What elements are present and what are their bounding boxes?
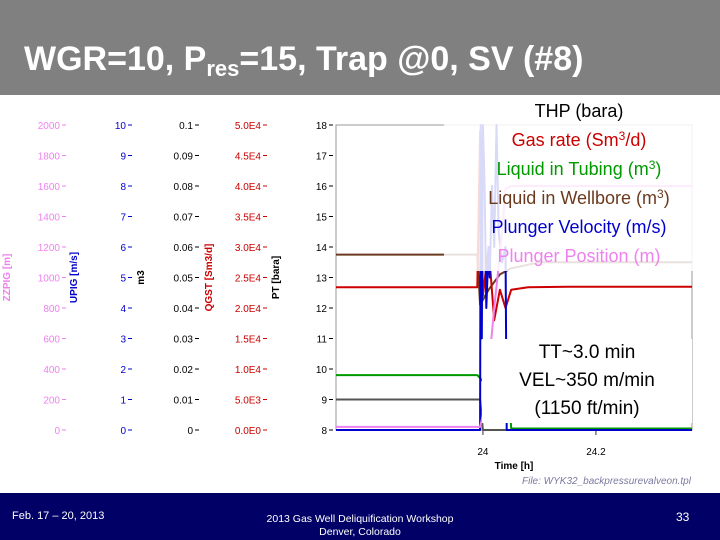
- axis-m3-label: m3: [136, 270, 147, 285]
- axis-upig-tick-label: 6: [120, 243, 126, 254]
- axis-zzpig-tick-label: 800: [43, 304, 60, 315]
- axis-m3-tick-label: 0.1: [179, 121, 193, 132]
- legend-thp: THP (bara): [534, 101, 624, 121]
- axis-m3-tick-label: 0.01: [174, 396, 194, 407]
- axis-qgst-tick-label: 2.0E4: [235, 304, 262, 315]
- slide-title: WGR=10, Pres=15, Trap @0, SV (#8): [24, 40, 584, 81]
- footer-event-name: 2013 Gas Well Deliquification Workshop: [266, 513, 454, 525]
- axis-upig-tick-label: 3: [120, 335, 126, 346]
- chart-legend: THP (bara) Gas rate (Sm3/d) Liquid in Tu…: [444, 97, 714, 271]
- page-number: 33: [676, 510, 690, 524]
- axis-zzpig-tick-label: 400: [43, 365, 60, 376]
- axis-qgst-tick-label: 4.0E4: [235, 182, 262, 193]
- axis-upig-tick-label: 5: [120, 274, 126, 285]
- axis-upig-tick-label: 4: [120, 304, 126, 315]
- axis-zzpig-tick-label: 1000: [38, 274, 61, 285]
- footer-event: 2013 Gas Well Deliquification Workshop D…: [210, 513, 510, 539]
- axis-qgst-tick-label: 1.0E4: [235, 365, 262, 376]
- axis-pt-tick-label: 14: [316, 243, 328, 254]
- axis-qgst-tick-label: 5.0E4: [235, 121, 262, 132]
- axis-m3-tick-label: 0.03: [174, 335, 194, 346]
- axis-upig-tick-label: 0: [120, 426, 126, 437]
- axis-qgst-tick-label: 0.0E0: [235, 426, 262, 437]
- axis-qgst-tick-label: 1.5E4: [235, 335, 262, 346]
- axis-zzpig-tick-label: 1800: [38, 152, 61, 163]
- axis-m3-tick-label: 0.09: [174, 152, 194, 163]
- axis-m3-tick-label: 0.04: [174, 304, 194, 315]
- footer-event-location: Denver, Colorado: [319, 526, 401, 538]
- axis-upig-tick-label: 10: [115, 121, 127, 132]
- axis-qgst-tick-label: 4.5E4: [235, 152, 262, 163]
- travel-time-note: TT~3.0 min VEL~350 m/min (1150 ft/min): [482, 339, 692, 423]
- axis-pt-tick-label: 8: [321, 426, 327, 437]
- axis-zzpig-tick-label: 1400: [38, 213, 61, 224]
- axis-zzpig-tick-label: 600: [43, 335, 60, 346]
- chart-area: 2000 1800 1600 1400 1200 1000 800 600 400 200 0 ZZP…: [0, 95, 720, 493]
- axis-upig-tick-label: 1: [120, 396, 126, 407]
- axis-upig-tick-label: 8: [120, 182, 126, 193]
- axis-pt-tick-label: 13: [316, 274, 328, 285]
- axis-pt-tick-label: 17: [316, 152, 328, 163]
- axis-zzpig-tick-label: 1600: [38, 182, 61, 193]
- axis-upig-tick-label: 7: [120, 213, 126, 224]
- axis-upig-tick-label: 2: [120, 365, 126, 376]
- axis-zzpig-tick-label: 0: [54, 426, 60, 437]
- axis-zzpig-tick-label: 200: [43, 396, 60, 407]
- axis-pt-tick-label: 9: [321, 396, 327, 407]
- x-axis-tick-label: 24: [477, 447, 489, 458]
- legend-liquid-in-tubing: Liquid in Tubing (m3): [496, 158, 662, 179]
- axis-pt-label: PT [bara]: [271, 256, 282, 299]
- file-label: File: WYK32_backpressurevalveon.tpl: [522, 476, 691, 487]
- axis-pt-tick-label: 16: [316, 182, 328, 193]
- legend-plunger-velocity: Plunger Velocity (m/s): [491, 217, 667, 237]
- legend-liquid-in-wellbore: Liquid in Wellbore (m3): [488, 187, 670, 208]
- axis-pt-tick-label: 11: [317, 335, 328, 346]
- slide-footer: Feb. 17 – 20, 2013 2013 Gas Well Deliqui…: [0, 493, 720, 540]
- axis-m3-tick-label: 0: [187, 426, 193, 437]
- legend-gas-rate: Gas rate (Sm3/d): [511, 129, 647, 150]
- axis-m3-tick-label: 0.06: [174, 243, 194, 254]
- footer-date: Feb. 17 – 20, 2013: [12, 510, 105, 522]
- slide-header: WGR=10, Pres=15, Trap @0, SV (#8): [0, 0, 720, 95]
- note-velocity: VEL~350 m/min: [519, 370, 655, 391]
- axis-pt-tick-label: 10: [316, 365, 328, 376]
- axis-qgst-tick-label: 2.5E4: [235, 274, 262, 285]
- axis-zzpig-tick-label: 1200: [38, 243, 61, 254]
- axis-m3-tick-label: 0.07: [174, 213, 194, 224]
- axis-zzpig-tick-label: 2000: [38, 121, 61, 132]
- axis-pt-tick-label: 15: [316, 213, 328, 224]
- axis-upig-tick-label: 9: [120, 152, 126, 163]
- axis-m3-tick-label: 0.08: [174, 182, 194, 193]
- axis-qgst-tick-label: 3.5E4: [235, 213, 262, 224]
- axis-m3-tick-label: 0.05: [174, 274, 194, 285]
- legend-plunger-position: Plunger Position (m): [497, 246, 661, 266]
- x-axis-label: Time [h]: [495, 461, 534, 472]
- axis-pt-tick-label: 12: [316, 304, 328, 315]
- axis-upig-label: UPIG [m/s]: [69, 252, 80, 303]
- axis-zzpig-label: ZZPIG [m]: [2, 254, 13, 302]
- axis-pt-tick-label: 18: [316, 121, 328, 132]
- axis-m3-tick-label: 0.02: [174, 365, 194, 376]
- axis-qgst-tick-label: 5.0E3: [235, 396, 262, 407]
- x-axis-tick-label: 24.2: [586, 447, 606, 458]
- axis-qgst-tick-label: 3.0E4: [235, 243, 262, 254]
- axis-qgst-label: QGST [Sm3/d]: [204, 244, 215, 312]
- note-velocity-ft: (1150 ft/min): [534, 398, 640, 419]
- note-travel-time: TT~3.0 min: [538, 342, 636, 363]
